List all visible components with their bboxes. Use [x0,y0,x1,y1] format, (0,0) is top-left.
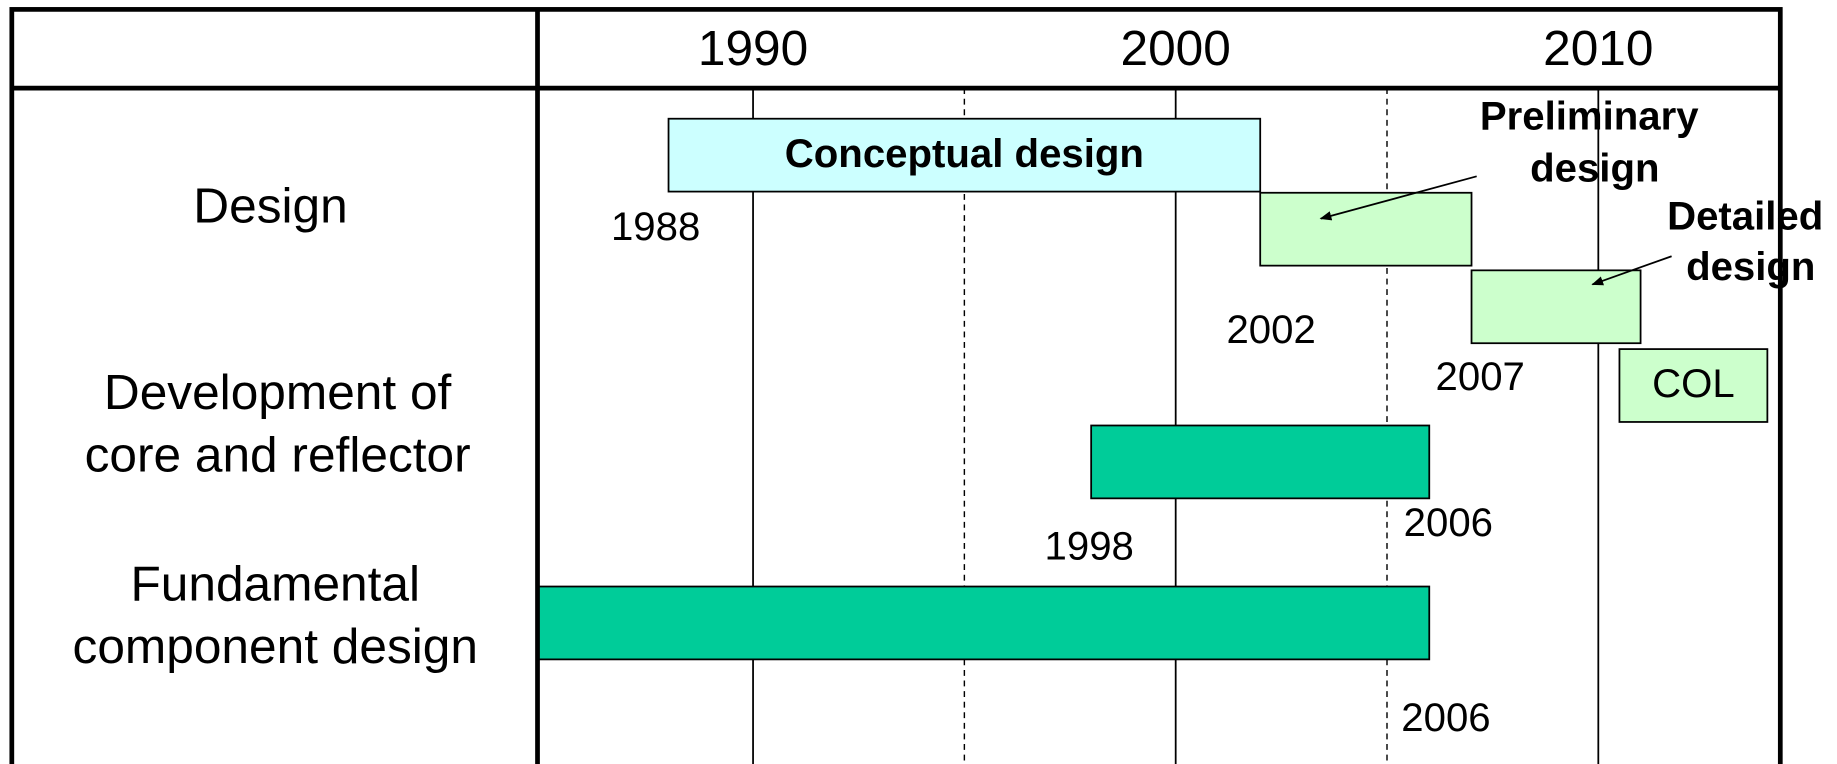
task-bar [1090,424,1431,500]
bar-name: Preliminary design [1480,94,1710,190]
annotation-arrow [1319,175,1477,221]
year-label: 2002 [1226,308,1315,352]
labels: 1990 2000 2010 Design Development of core and… [73,21,1835,740]
year-label: 1988 [611,205,700,249]
annotation-arrow [1591,255,1672,286]
bar-name: Conceptual design [785,132,1144,176]
x-tick-label: 2000 [1120,21,1230,76]
row-label: Design [193,178,347,233]
table-frame [9,7,1783,764]
x-tick-label: 1990 [698,21,808,76]
row-label: component design [73,619,478,674]
task-bar [1470,269,1642,345]
task-bar [1259,191,1473,267]
year-label: 2007 [1436,355,1525,399]
row-label: Fundamental [130,557,420,612]
task-bar [536,585,1431,661]
row-label: Development of [104,365,452,420]
task-bar [667,117,1262,193]
x-tick-label: 2010 [1543,21,1653,76]
year-label: 1998 [1045,525,1134,569]
year-label: 2006 [1404,501,1493,545]
task-bar [1618,348,1769,423]
bar-name: Detailed design [1667,194,1834,288]
year-label: 2006 [1401,696,1490,740]
bar-name: COL [1652,362,1735,406]
row-label: core and reflector [85,428,471,483]
bars [536,117,1769,661]
